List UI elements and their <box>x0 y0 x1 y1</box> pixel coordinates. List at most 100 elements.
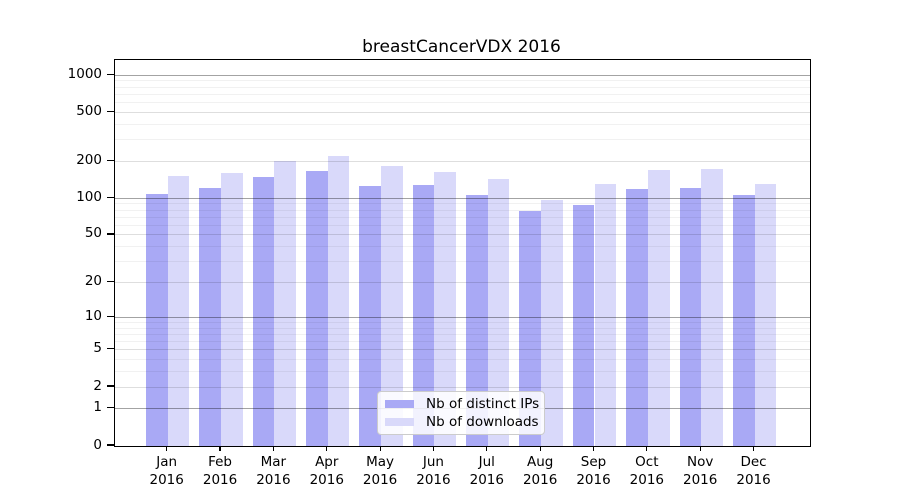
x-tick-apr <box>326 445 328 451</box>
x-label-year: 2016 <box>149 471 184 488</box>
y-tick-2 <box>107 385 114 387</box>
x-label-apr: Apr 2016 <box>299 454 355 489</box>
y-tick-label-1000: 1000 <box>67 65 102 82</box>
x-label-year: 2016 <box>202 471 238 488</box>
x-tick-jun <box>432 445 435 451</box>
x-tick-jan <box>166 445 168 451</box>
y-tick-label-100: 100 <box>76 188 102 205</box>
y-tick-20 <box>107 280 114 283</box>
legend-label-downloads: Nb of downloads <box>426 413 539 430</box>
x-tick-aug <box>539 445 541 451</box>
gridline-400 <box>115 123 810 125</box>
x-label-month: Apr <box>315 454 339 470</box>
bar-downloads-oct <box>647 170 670 446</box>
x-label-jul: Jul 2016 <box>459 454 515 489</box>
bar-downloads-jan <box>167 175 190 446</box>
x-label-mar: Mar 2016 <box>245 454 301 489</box>
bar-distinct-ips-may <box>359 185 382 446</box>
x-label-oct: Oct 2016 <box>619 454 675 489</box>
x-tick-mar <box>272 445 274 451</box>
legend-item-distinct-ips: Nb of distinct IPs <box>378 395 544 412</box>
legend: Nb of distinct IPs Nb of downloads <box>377 391 545 435</box>
x-label-month: Oct <box>635 454 659 470</box>
gridline-500 <box>115 111 810 113</box>
x-label-month: May <box>366 454 395 470</box>
x-label-nov: Nov 2016 <box>672 454 728 489</box>
gridline-600 <box>115 102 810 104</box>
legend-swatch-downloads <box>385 418 414 426</box>
x-label-month: Mar <box>260 454 287 470</box>
y-tick-label-1: 1 <box>93 399 102 416</box>
legend-item-downloads: Nb of downloads <box>378 413 544 430</box>
x-axis: Jan 2016 Feb 2016 Mar 2016 Apr 2016 May 2016 Jun 20… <box>114 445 809 500</box>
x-label-month: Jul <box>478 454 495 470</box>
bar-distinct-ips-feb <box>199 188 222 446</box>
gridline-300 <box>115 139 810 141</box>
x-label-month: Jun <box>422 454 444 470</box>
x-label-year: 2016 <box>469 471 504 488</box>
bar-downloads-aug <box>541 200 563 446</box>
y-tick-500 <box>107 110 114 112</box>
gridline-700 <box>115 93 810 95</box>
x-tick-may <box>379 445 381 451</box>
x-label-year: 2016 <box>629 471 665 488</box>
y-tick-label-2: 2 <box>93 377 102 394</box>
bar-distinct-ips-jun <box>412 185 435 446</box>
bar-downloads-mar <box>274 161 297 446</box>
bar-distinct-ips-oct <box>626 188 648 446</box>
x-label-month: Jan <box>156 454 178 470</box>
x-label-month: Aug <box>526 454 554 470</box>
x-label-dec: Dec 2016 <box>726 454 782 489</box>
x-label-jan: Jan 2016 <box>139 454 195 489</box>
y-tick-label-10: 10 <box>84 307 102 324</box>
bar-distinct-ips-jan <box>146 193 168 446</box>
bar-distinct-ips-jul <box>466 194 488 446</box>
x-label-year: 2016 <box>736 471 771 488</box>
x-tick-nov <box>699 445 701 451</box>
bar-downloads-sep <box>594 184 617 446</box>
x-label-year: 2016 <box>522 471 558 488</box>
legend-label-distinct-ips: Nb of distinct IPs <box>426 395 540 412</box>
y-tick-label-500: 500 <box>76 102 102 119</box>
plot-area <box>114 59 811 447</box>
legend-swatch-distinct-ips <box>385 400 414 408</box>
bar-downloads-jun <box>434 172 457 446</box>
x-label-month: Feb <box>208 454 232 470</box>
gridline-1000 <box>115 74 810 76</box>
gridline-800 <box>115 86 810 88</box>
x-tick-dec <box>752 445 755 451</box>
bar-distinct-ips-aug <box>519 210 542 446</box>
x-label-year: 2016 <box>256 471 291 488</box>
bar-downloads-jul <box>487 179 510 446</box>
y-tick-1000 <box>107 73 114 75</box>
y-tick-100 <box>107 196 114 198</box>
bar-downloads-apr <box>327 156 350 446</box>
x-tick-sep <box>592 445 595 451</box>
y-tick-10 <box>107 315 114 317</box>
x-label-month: Dec <box>740 454 767 470</box>
x-label-aug: Aug 2016 <box>512 454 568 489</box>
x-label-year: 2016 <box>416 471 451 488</box>
y-axis: 0 1 2 5 10 20 50 100 200 500 1000 <box>0 59 114 453</box>
y-tick-label-20: 20 <box>84 273 102 290</box>
bar-downloads-nov <box>701 169 723 446</box>
bar-downloads-dec <box>754 184 777 446</box>
x-tick-oct <box>646 445 648 451</box>
bar-distinct-ips-mar <box>252 176 275 446</box>
bar-downloads-feb <box>221 172 243 446</box>
y-tick-0 <box>107 444 114 446</box>
x-label-feb: Feb 2016 <box>192 454 248 489</box>
bar-distinct-ips-dec <box>732 195 755 446</box>
chart-title: breastCancerVDX 2016 <box>362 37 561 57</box>
bar-distinct-ips-sep <box>572 205 595 446</box>
x-label-month: Nov <box>687 454 714 470</box>
x-label-year: 2016 <box>309 471 344 488</box>
x-label-year: 2016 <box>362 471 398 488</box>
y-tick-200 <box>107 159 114 161</box>
y-tick-label-5: 5 <box>93 340 102 357</box>
y-tick-1 <box>107 407 114 409</box>
y-tick-50 <box>107 233 114 235</box>
y-tick-5 <box>107 348 114 350</box>
gridline-900 <box>115 80 810 82</box>
